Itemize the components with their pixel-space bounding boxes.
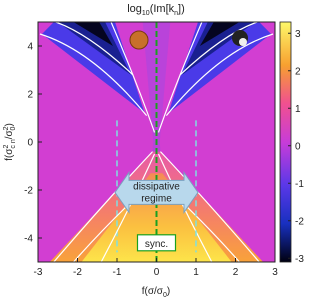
icon-dark-face: [239, 38, 247, 46]
colorbar-tick-label: 3: [295, 29, 301, 40]
y-tick-label: 2: [27, 90, 33, 101]
colorbar-tick-label: 0: [295, 141, 301, 152]
upper-deep: [199, 22, 240, 46]
x-tick-label: 2: [233, 267, 239, 278]
colorbar-tick-label: -2: [295, 216, 304, 227]
lower-core: [81, 173, 232, 262]
contour: [157, 22, 203, 133]
contour: [179, 22, 258, 76]
annotation: sync.: [145, 239, 168, 250]
x-tick-label: 1: [193, 267, 199, 278]
upper-core: [57, 22, 131, 75]
upper-deep: [73, 22, 113, 46]
colorbar-tick-label: -3: [295, 254, 304, 265]
y-tick-label: -4: [24, 234, 33, 245]
contour: [110, 22, 156, 133]
x-tick-label: -2: [73, 267, 82, 278]
y-tick-label: 0: [27, 138, 33, 149]
contour: [53, 151, 153, 262]
upper-wedge: [42, 22, 145, 114]
annotation: dissipative: [133, 181, 180, 192]
annotation: regime: [141, 193, 172, 204]
contour: [157, 153, 213, 262]
icon-ball: [129, 30, 149, 50]
x-tick-label: 0: [154, 267, 160, 278]
colorbar-tick-label: 2: [295, 66, 301, 77]
colorbar-tick-label: 1: [295, 104, 301, 115]
contour: [39, 33, 148, 116]
y-tick-label: 4: [27, 42, 33, 53]
y-axis-label: f(σ2c n/σ20): [3, 123, 17, 161]
colorbar: [279, 21, 292, 263]
contour: [100, 153, 156, 262]
regime-arrow: [114, 170, 199, 214]
x-tick-label: 3: [272, 267, 278, 278]
contour: [165, 33, 274, 116]
y-tick-label: -2: [24, 186, 33, 197]
sync-box: [136, 234, 177, 252]
contour: [55, 22, 134, 76]
chart-title: log10(Im[kn]): [127, 3, 185, 17]
contour: [160, 151, 260, 262]
x-tick-label: -3: [34, 267, 43, 278]
colorbar-tick-label: -1: [295, 179, 304, 190]
x-tick-label: -1: [113, 267, 122, 278]
x-axis-label: f(σ/σ0): [142, 286, 170, 299]
